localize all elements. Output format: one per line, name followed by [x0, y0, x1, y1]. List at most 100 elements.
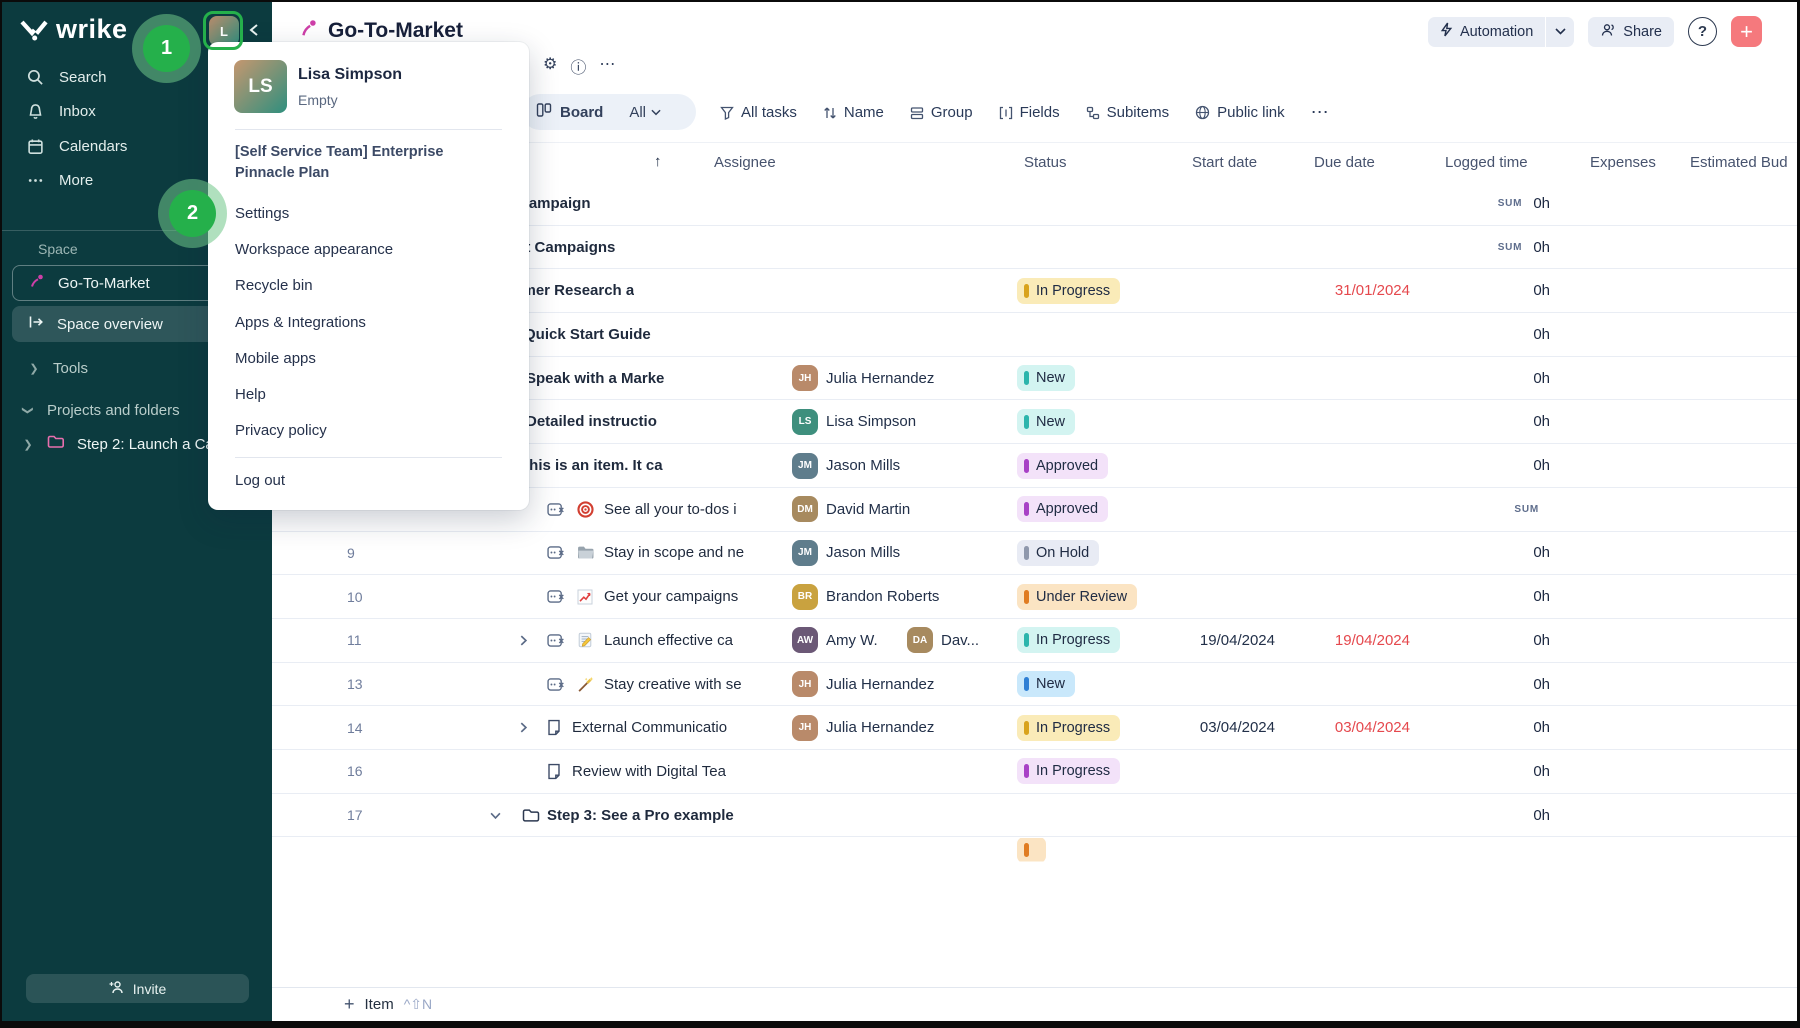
table-row[interactable]: 16 Review with Digital Tea In Progress 0h [272, 750, 1797, 794]
annotation-step-2: 2 [169, 190, 216, 237]
invite-label: Invite [132, 980, 167, 997]
col-header-logged-time[interactable]: Logged time [1445, 154, 1528, 171]
row-expand-right-icon[interactable] [518, 706, 529, 749]
status-badge[interactable]: New [1017, 671, 1076, 698]
due-date[interactable]: 31/01/2024 [1334, 282, 1410, 300]
ellipsis-icon[interactable]: ⋯ [599, 56, 616, 73]
assignee-name: Jason Mills [826, 457, 901, 475]
subitems-button[interactable]: Subitems [1086, 104, 1169, 121]
col-header-assignee[interactable]: Assignee [714, 154, 776, 171]
status-badge[interactable]: Under Review [1017, 583, 1138, 610]
status-badge[interactable]: In Progress [1017, 758, 1121, 785]
sort-by-name[interactable]: Name [823, 104, 884, 121]
status-badge[interactable]: In Progress [1017, 714, 1121, 741]
sort-asc-icon[interactable]: ↑ [654, 153, 662, 170]
fields-icon [999, 106, 1013, 120]
table-row[interactable]: 13 Stay creative with se JH Julia Hernandez… [272, 662, 1797, 707]
status-bar-icon [1024, 502, 1029, 517]
info-icon[interactable]: ⓘ [570, 60, 587, 77]
menu-item-log-out[interactable]: Log out [235, 472, 286, 489]
status-badge[interactable]: Approved [1017, 496, 1109, 523]
sidebar-item-tools[interactable]: ❯ Tools [12, 350, 264, 386]
table-row[interactable]: 17 Step 3: See a Pro example 0h [272, 793, 1797, 838]
scope-dropdown[interactable]: All [629, 104, 661, 121]
status-cell: Approved [1017, 444, 1109, 487]
add-button[interactable]: + [1731, 16, 1762, 47]
col-header-start-date[interactable]: Start date [1192, 154, 1258, 171]
table-row[interactable]: 9 Stay in scope and ne JM Jason Mills On Hol… [272, 531, 1797, 576]
sidebar-item-go-to-market[interactable]: Go-To-Market [12, 265, 264, 301]
sidebar-item-projects-and-folders[interactable]: ❯ Projects and folders [6, 392, 258, 428]
toolbar-label: Fields [1019, 104, 1060, 121]
share-button[interactable]: Share [1588, 16, 1674, 47]
menu-item-mobile-apps[interactable]: Mobile apps [235, 349, 316, 367]
add-item-button[interactable]: + Item ^⇧N [344, 994, 432, 1015]
due-date[interactable]: 19/04/2024 [1334, 631, 1410, 649]
col-header-estimated-budget[interactable]: Estimated Bud [1690, 154, 1788, 171]
search-icon [26, 69, 44, 86]
task-title-text: Launch effective ca [604, 631, 733, 649]
sum-label: SUM [1497, 241, 1523, 253]
collapse-sidebar-icon[interactable] [248, 23, 260, 42]
status-label: New [1036, 413, 1066, 430]
status-cell: New [1017, 401, 1076, 444]
col-header-status[interactable]: Status [1024, 154, 1067, 171]
fields-button[interactable]: Fields [999, 104, 1060, 121]
logged-time-value: 0h [1533, 762, 1550, 780]
col-header-expenses[interactable]: Expenses [1590, 154, 1656, 171]
automation-caret-button[interactable] [1546, 16, 1575, 47]
table-row[interactable]: 14 External Communicatio JH Julia Hernandez… [272, 706, 1797, 751]
row-expand-down-icon[interactable] [490, 794, 501, 837]
logged-time-cell: 0h [1400, 619, 1550, 662]
menu-item-help[interactable]: Help [235, 386, 266, 404]
sidebar-item-calendars[interactable]: Calendars [2, 129, 272, 164]
toolbar-more-button[interactable]: ⋯ [1310, 102, 1329, 122]
start-date[interactable]: 19/04/2024 [1199, 631, 1275, 649]
table-row[interactable]: 10 Get your campaigns BR Brandon Roberts Und… [272, 575, 1797, 619]
view-board-tab[interactable]: Board [560, 103, 604, 121]
status-badge[interactable]: Approved [1017, 452, 1109, 479]
menu-item-privacy-policy[interactable]: Privacy policy [235, 422, 327, 440]
group-button[interactable]: Group [910, 104, 973, 121]
user-avatar[interactable]: L [209, 16, 239, 46]
filter-all-tasks[interactable]: All tasks [720, 104, 797, 121]
sidebar-item-inbox[interactable]: Inbox [2, 95, 272, 130]
assignee-name: Julia Hernandez [826, 719, 935, 737]
folder-item-icon [522, 794, 540, 837]
status-badge[interactable]: In Progress [1017, 627, 1121, 654]
logged-time-value: 0h [1533, 675, 1550, 693]
automation-button[interactable]: Automation [1427, 16, 1546, 47]
row-expand-right-icon[interactable] [518, 619, 529, 662]
menu-item-apps-integrations[interactable]: Apps & Integrations [235, 313, 366, 331]
task-title: This is an item. It ca [520, 444, 1042, 487]
status-badge[interactable] [1017, 837, 1046, 862]
col-header-due-date[interactable]: Due date [1314, 154, 1375, 171]
sidebar-divider [2, 230, 272, 231]
due-date[interactable]: 03/04/2024 [1334, 719, 1410, 737]
status-badge[interactable]: In Progress [1017, 277, 1121, 304]
table-row[interactable]: 11 Launch effective ca AW Amy W. DA Dav... In … [272, 619, 1797, 663]
gear-icon[interactable]: ⚙ [543, 56, 558, 73]
sidebar-item-step2-launch[interactable]: ❯ Step 2: Launch a Ca [6, 426, 258, 462]
sidebar-item-search[interactable]: Search [2, 60, 272, 95]
menu-item-settings[interactable]: Settings [235, 204, 290, 222]
chevron-down-icon [651, 109, 661, 115]
table-row[interactable] [272, 837, 1797, 862]
invite-button[interactable]: Invite [26, 974, 249, 1003]
public-link-button[interactable]: Public link [1195, 104, 1285, 121]
assignee-name: Julia Hernandez [826, 675, 935, 693]
menu-item-recycle-bin[interactable]: Recycle bin [235, 277, 313, 295]
table-header-row: ↑ Assignee Status Start date Due date Lo… [272, 148, 1797, 182]
start-date[interactable]: 03/04/2024 [1199, 719, 1275, 737]
status-badge[interactable]: On Hold [1017, 539, 1100, 566]
status-badge[interactable]: New [1017, 408, 1076, 435]
memo-icon [577, 619, 593, 662]
footer-divider [272, 987, 1797, 988]
row-number: 16 [347, 763, 363, 780]
status-badge[interactable]: New [1017, 365, 1076, 392]
help-button[interactable]: ? [1688, 17, 1717, 46]
task-title-text: Campaign [518, 194, 591, 212]
sidebar-item-more[interactable]: More [2, 164, 272, 199]
menu-item-workspace-appearance[interactable]: Workspace appearance [235, 240, 394, 258]
logged-time-cell: 0h [1400, 444, 1550, 487]
